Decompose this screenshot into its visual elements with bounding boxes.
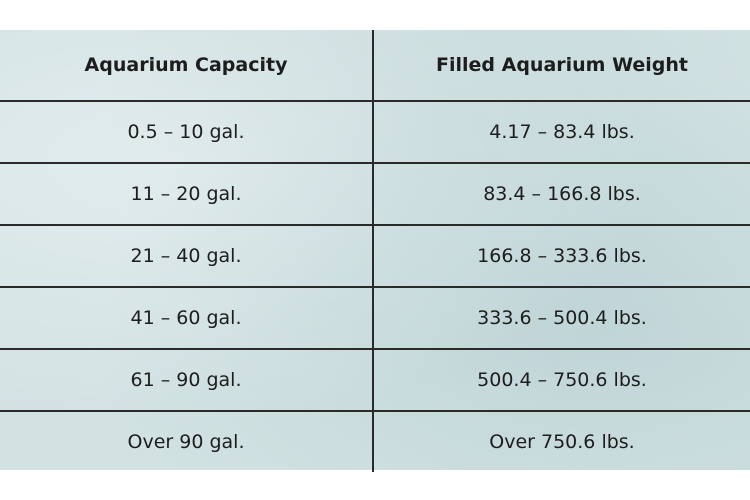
table-row: 61 – 90 gal. 500.4 – 750.6 lbs. [0, 349, 750, 412]
table-cell: 11 – 20 gal. [0, 163, 374, 226]
table-cell: 61 – 90 gal. [0, 349, 374, 412]
table-body: 0.5 – 10 gal. 4.17 – 83.4 lbs. 11 – 20 gal… [0, 101, 750, 472]
table-cell: 41 – 60 gal. [0, 287, 374, 350]
table-cell: 83.4 – 166.8 lbs. [373, 163, 750, 226]
table-cell: 333.6 – 500.4 lbs. [373, 287, 750, 350]
table-cell: 0.5 – 10 gal. [0, 101, 374, 164]
weight-table: Aquarium Capacity Filled Aquarium Weight… [0, 30, 750, 472]
table-cell: 166.8 – 333.6 lbs. [373, 225, 750, 288]
table-cell: Over 750.6 lbs. [489, 431, 635, 453]
table-row: 21 – 40 gal. 166.8 – 333.6 lbs. [0, 225, 750, 288]
header-cell: Aquarium Capacity [0, 30, 374, 102]
table-cell: Over 90 gal. [0, 411, 374, 472]
table-cell: 500.4 – 750.6 lbs. [373, 349, 750, 412]
table-row: 0.5 – 10 gal. 4.17 – 83.4 lbs. [0, 101, 750, 164]
table-row: 41 – 60 gal. 333.6 – 500.4 lbs. [0, 287, 750, 350]
header-row: Aquarium Capacity Filled Aquarium Weight [0, 30, 750, 102]
table-row: Over 90 gal. Over 750.6 lbs. [0, 411, 750, 472]
table-cell: 21 – 40 gal. [0, 225, 374, 288]
table-cell: 4.17 – 83.4 lbs. [373, 101, 750, 164]
table-panel: Aquarium Capacity Filled Aquarium Weight… [0, 30, 750, 472]
header-cell: Filled Aquarium Weight [373, 30, 750, 102]
table-row: 11 – 20 gal. 83.4 – 166.8 lbs. [0, 163, 750, 226]
